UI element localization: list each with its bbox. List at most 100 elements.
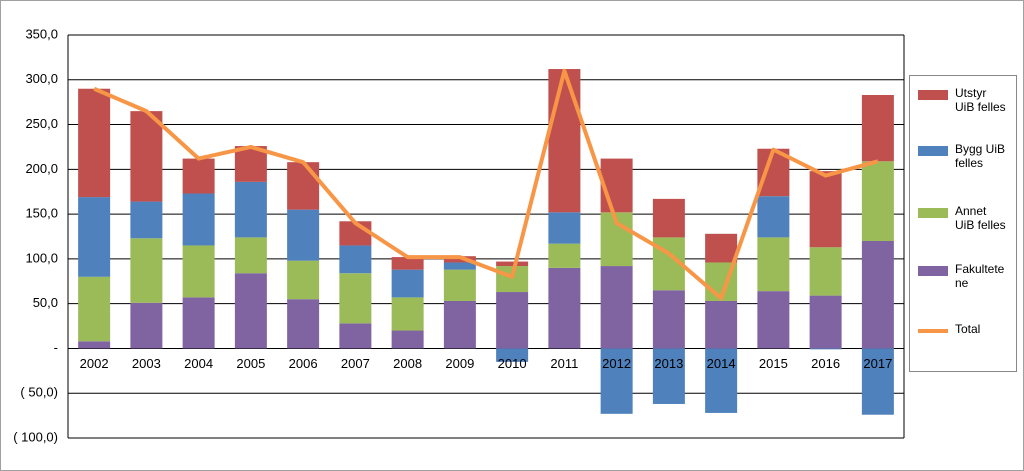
bar-segment bbox=[234, 181, 267, 238]
bar-segment bbox=[496, 292, 529, 349]
x-tick-label: 2008 bbox=[393, 356, 422, 371]
bar-segment bbox=[287, 162, 320, 210]
legend-swatch bbox=[918, 208, 948, 218]
legend-swatch bbox=[918, 90, 948, 100]
bar-segment bbox=[182, 245, 215, 298]
bar-segment bbox=[496, 261, 529, 267]
y-tick-label: 350,0 bbox=[25, 26, 58, 41]
bar-segment bbox=[443, 269, 476, 301]
x-tick-label: 2006 bbox=[289, 356, 318, 371]
bar-segment bbox=[443, 262, 476, 270]
bar-segment bbox=[78, 88, 111, 198]
legend-swatch bbox=[918, 266, 948, 276]
bar-segment bbox=[78, 197, 111, 277]
bar-segment bbox=[443, 256, 476, 263]
legend: Utstyr UiB felles Bygg UiB felles Annet Ui… bbox=[909, 75, 1017, 372]
bar-segment bbox=[130, 201, 163, 239]
bar-segment bbox=[705, 348, 738, 413]
bar-segment bbox=[391, 269, 424, 298]
bar-segment bbox=[600, 266, 633, 349]
bar-segment bbox=[548, 69, 581, 213]
x-tick-label: 2002 bbox=[80, 356, 109, 371]
bar-segment bbox=[182, 158, 215, 194]
x-tick-label: 2011 bbox=[550, 356, 578, 371]
bar-segment bbox=[287, 260, 320, 300]
bar-segment bbox=[652, 290, 685, 349]
x-tick-label: 2015 bbox=[759, 356, 788, 371]
x-tick-label: 2013 bbox=[654, 356, 683, 371]
bar-segment bbox=[600, 348, 633, 414]
bar-segment bbox=[548, 212, 581, 244]
bar-segment bbox=[652, 198, 685, 238]
legend-swatch bbox=[918, 146, 948, 156]
bar-segment bbox=[130, 111, 163, 202]
bar-segment bbox=[809, 171, 842, 248]
bar-segment bbox=[391, 297, 424, 331]
bar-segment bbox=[339, 323, 372, 349]
bar-segment bbox=[234, 237, 267, 274]
x-tick-label: 2012 bbox=[602, 356, 631, 371]
legend-label: Bygg UiB felles bbox=[955, 142, 1006, 170]
x-tick-label: 2003 bbox=[132, 356, 161, 371]
bar-segment bbox=[443, 300, 476, 349]
bar-segment bbox=[130, 302, 163, 349]
y-tick-label: 150,0 bbox=[25, 206, 58, 221]
bar-segment bbox=[861, 95, 894, 162]
x-tick-label: 2014 bbox=[707, 356, 736, 371]
legend-item: Bygg UiB felles bbox=[918, 142, 1014, 170]
legend-label: Total bbox=[955, 322, 981, 336]
x-tick-label: 2007 bbox=[341, 356, 370, 371]
bar-segment bbox=[809, 348, 842, 350]
y-tick-label: ( 50,0) bbox=[20, 385, 58, 400]
bar-segment bbox=[78, 341, 111, 349]
legend-item: Fakultetene bbox=[918, 262, 1014, 290]
bar-segment bbox=[339, 273, 372, 324]
x-tick-label: 2004 bbox=[184, 356, 213, 371]
bar-segment bbox=[234, 273, 267, 349]
bar-segment bbox=[391, 257, 424, 270]
legend-label: Utstyr UiB felles bbox=[955, 86, 1006, 114]
bar-segment bbox=[861, 161, 894, 241]
bar-segment bbox=[339, 245, 372, 274]
x-tick-label: 2017 bbox=[863, 356, 892, 371]
legend-item: Utstyr UiB felles bbox=[918, 86, 1014, 114]
legend-item: Total bbox=[918, 322, 1014, 336]
legend-label: Fakultetene bbox=[955, 262, 1005, 290]
legend-item: Annet UiB felles bbox=[918, 204, 1014, 232]
x-tick-label: 2016 bbox=[811, 356, 840, 371]
bar-segment bbox=[861, 240, 894, 349]
y-tick-label: 100,0 bbox=[25, 250, 58, 265]
bar-segment bbox=[757, 196, 790, 238]
bar-segment bbox=[861, 348, 894, 415]
y-tick-label: - bbox=[54, 340, 58, 355]
x-tick-label: 2010 bbox=[498, 356, 527, 371]
bar-segment bbox=[809, 295, 842, 349]
bar-segment bbox=[548, 267, 581, 349]
legend-swatch bbox=[918, 329, 948, 333]
bar-segment bbox=[287, 209, 320, 261]
y-tick-label: 250,0 bbox=[25, 116, 58, 131]
bar-segment bbox=[548, 243, 581, 268]
y-tick-label: 200,0 bbox=[25, 161, 58, 176]
total-line bbox=[93, 68, 879, 301]
bar-segment bbox=[809, 247, 842, 296]
y-tick-label: 50,0 bbox=[33, 295, 58, 310]
bar-segment bbox=[705, 300, 738, 349]
bar-segment bbox=[130, 238, 163, 303]
bar-segment bbox=[757, 237, 790, 292]
y-tick-label: 300,0 bbox=[25, 71, 58, 86]
bar-segment bbox=[757, 291, 790, 349]
bar-segment bbox=[287, 299, 320, 349]
bar-segment bbox=[496, 348, 529, 362]
y-tick-label: ( 100,0) bbox=[13, 429, 58, 444]
bar-segment bbox=[391, 330, 424, 349]
legend-label: Annet UiB felles bbox=[955, 204, 1006, 232]
x-tick-label: 2005 bbox=[236, 356, 265, 371]
bar-segment bbox=[182, 193, 215, 246]
bar-segment bbox=[78, 276, 111, 342]
bar-segment bbox=[600, 158, 633, 213]
bar-segment bbox=[652, 348, 685, 404]
bar-segment bbox=[182, 297, 215, 349]
